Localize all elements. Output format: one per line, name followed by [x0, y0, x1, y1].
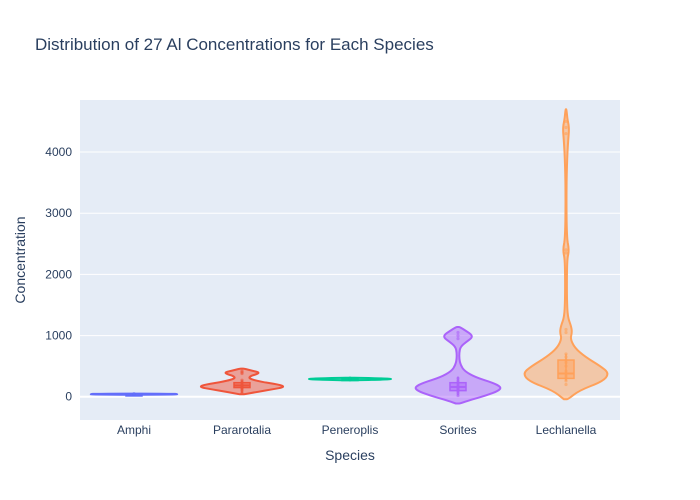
violin-peneroplis [307, 376, 393, 382]
chart-title: Distribution of 27 Al Concentrations for… [35, 35, 434, 54]
x-tick-label: Pararotalia [213, 423, 271, 437]
data-point [564, 330, 568, 335]
data-point [348, 376, 352, 380]
violin-layer [89, 108, 609, 405]
data-point [132, 392, 136, 396]
y-axis-ticks: 0 1000 2000 3000 4000 [45, 145, 72, 404]
y-tick-label: 4000 [45, 145, 72, 159]
data-point [564, 119, 568, 124]
data-point [456, 376, 460, 380]
violin-sorites [414, 326, 502, 405]
data-point [564, 358, 568, 362]
y-tick-label: 1000 [45, 329, 72, 343]
data-point [564, 382, 568, 387]
data-point [564, 132, 568, 136]
data-point [564, 248, 568, 252]
data-point [456, 379, 460, 383]
data-point [564, 369, 568, 373]
data-point [456, 330, 460, 335]
data-point [564, 360, 568, 365]
data-point [564, 371, 568, 376]
violin-pararotalia [199, 367, 285, 396]
data-point [456, 333, 460, 338]
x-axis-ticks: Amphi Pararotalia Peneroplis Sorites Lechlan… [117, 423, 597, 437]
violin-lechlanella [523, 108, 609, 401]
data-point [564, 327, 568, 332]
y-axis-title: Concentration [12, 216, 28, 303]
data-point [564, 125, 568, 130]
data-point [564, 374, 568, 378]
violin-amphi [89, 392, 179, 397]
x-tick-label: Peneroplis [322, 423, 379, 437]
y-tick-label: 2000 [45, 267, 72, 281]
data-point [456, 337, 460, 341]
y-tick-label: 0 [65, 390, 72, 404]
x-tick-label: Amphi [117, 423, 151, 437]
x-axis-title: Species [325, 447, 375, 463]
data-point [456, 393, 460, 398]
gridlines [80, 151, 620, 398]
x-tick-label: Lechlanella [536, 423, 597, 437]
data-point [240, 369, 244, 373]
data-point [564, 352, 568, 356]
data-point [564, 364, 568, 368]
x-tick-label: Sorites [439, 423, 476, 437]
data-point [564, 379, 568, 383]
data-point [240, 378, 244, 382]
y-tick-label: 3000 [45, 206, 72, 220]
data-point [564, 355, 568, 359]
data-point [564, 251, 568, 255]
data-point [564, 376, 568, 380]
violin-body [414, 326, 502, 405]
data-point [240, 391, 244, 395]
